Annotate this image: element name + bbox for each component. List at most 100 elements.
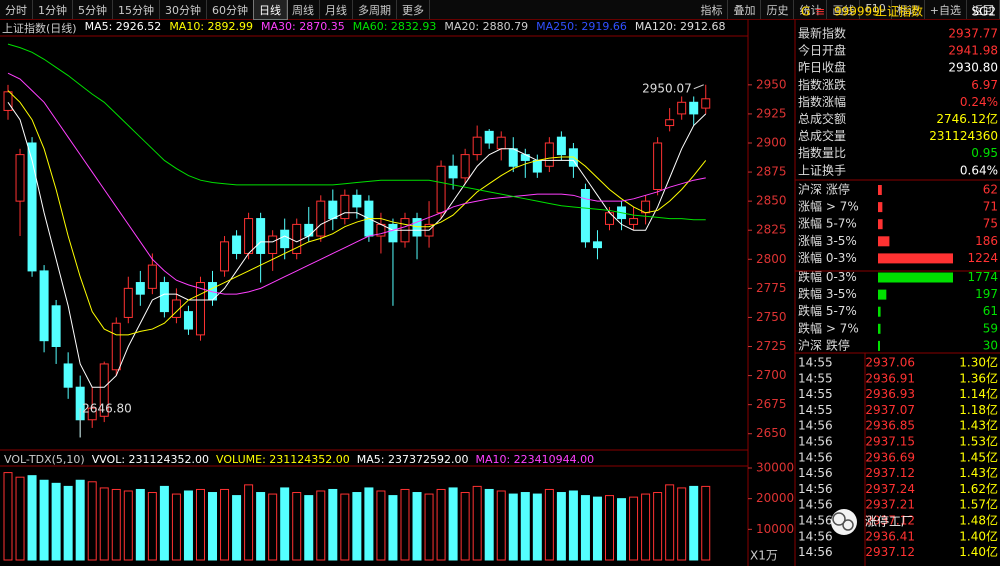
watermark-icon	[842, 519, 854, 531]
price-legend: 上证指数(日线) MA5: 2926.52 MA10: 2892.99 MA30: 2…	[2, 20, 726, 35]
volume-bar	[496, 490, 506, 561]
volume-bar	[641, 493, 651, 561]
tick-time: 14:55	[798, 403, 833, 417]
tick-volume: 1.62亿	[959, 481, 998, 496]
breadth-value: 197	[975, 287, 998, 301]
quote-value: 0.95	[971, 146, 998, 160]
volume-bar	[460, 492, 470, 561]
candle-body	[316, 200, 326, 237]
ma-legend: MA10: 2892.99	[169, 20, 254, 33]
breadth-value: 75	[983, 217, 998, 231]
toolbar-tab[interactable]: 日线	[253, 0, 288, 20]
annotation-leader	[693, 84, 704, 90]
toolbar-tab[interactable]: 叠加	[728, 0, 762, 19]
breadth-bar	[878, 185, 882, 195]
volume-bar	[195, 488, 205, 561]
tick-volume: 1.53亿	[959, 434, 998, 449]
volume-bar	[15, 476, 25, 561]
volume-bar	[580, 495, 590, 561]
toolbar-tab[interactable]: 分时	[0, 0, 33, 19]
volume-bar	[328, 488, 338, 561]
breadth-value: 1774	[967, 270, 998, 284]
volume-bar	[448, 487, 458, 561]
volume-bar	[532, 493, 542, 561]
volume-bar	[568, 490, 578, 561]
tick-price: 2936.93	[865, 387, 915, 401]
ma-legend: MA250: 2919.66	[536, 20, 627, 33]
toolbar: 分时 1分钟 5分钟 15分钟 30分钟 60分钟 日线 周线 月线 多周期 更多 指标 叠加 历史 统计画…	[0, 0, 1000, 20]
volume-bar	[701, 485, 711, 561]
volume-bar	[484, 488, 494, 561]
vol-legend: VOLUME: 231124352.00	[216, 453, 350, 466]
panel-header: ≡	[815, 5, 825, 19]
quote-label: 今日开盘	[798, 43, 846, 58]
watermark-icon	[832, 512, 846, 526]
y-tick-label: 2900	[756, 135, 787, 149]
candle-body	[111, 322, 121, 371]
breadth-bar	[878, 202, 883, 213]
candle-body	[460, 154, 470, 179]
quote-label: 指数涨幅	[798, 94, 846, 109]
volume-bar	[232, 495, 242, 561]
toolbar-tab[interactable]: +自选	[925, 0, 967, 19]
candle-body	[629, 218, 639, 225]
tick-time: 14:55	[798, 356, 833, 370]
toolbar-tab[interactable]: 历史	[761, 0, 795, 19]
toolbar-tab[interactable]: 画线	[827, 0, 861, 19]
toolbar-tab[interactable]: 月线	[320, 0, 353, 19]
candle-body	[268, 235, 278, 254]
tick-volume: 1.57亿	[959, 497, 998, 512]
toolbar-tab[interactable]: 周线	[287, 0, 320, 19]
candle-body	[244, 218, 254, 254]
candle-body	[484, 130, 494, 144]
candle-body	[256, 218, 266, 254]
y-tick-label: 2800	[756, 252, 787, 266]
ma-legend: MA5: 2926.52	[84, 20, 162, 33]
breadth-bar	[878, 340, 880, 351]
ma-line	[7, 90, 707, 336]
tick-price: 2936.41	[865, 529, 915, 543]
breadth-bar	[878, 253, 953, 264]
breadth-bar	[878, 289, 887, 300]
volume-bar	[39, 479, 49, 561]
volume-bar	[316, 490, 326, 561]
panel-header: 999999	[834, 5, 880, 19]
quote-label: 昨日收盘	[798, 60, 846, 75]
toolbar-tab[interactable]: 标记	[892, 0, 925, 19]
toolbar-tab[interactable]: F10	[860, 0, 892, 19]
ma-line	[7, 102, 707, 388]
toolbar-tab[interactable]: 60分钟	[207, 0, 254, 19]
quote-value: 0.24%	[960, 95, 998, 109]
toolbar-tab[interactable]: 多周期	[353, 0, 397, 19]
watermark: 涨停工厂	[831, 509, 913, 535]
volume-bar	[27, 475, 37, 561]
breadth-bar	[878, 219, 883, 230]
toolbar-tab[interactable]: 统计	[794, 0, 828, 19]
toolbar-tab[interactable]: 指标	[695, 0, 729, 19]
quote-label: 最新指数	[798, 26, 846, 41]
quote-value: 231124360	[929, 129, 998, 143]
candle-body	[448, 165, 458, 179]
candle-body	[580, 189, 590, 243]
volume-bar	[508, 493, 518, 561]
tick-volume: 1.43亿	[959, 465, 998, 480]
breadth-label: 沪深 跌停	[798, 337, 850, 352]
toolbar-tab[interactable]: 更多	[397, 0, 430, 19]
candle-body	[544, 142, 554, 167]
y-tick-label: 2950	[756, 77, 787, 91]
quote-value: 2941.98	[948, 44, 998, 58]
toolbar-tab[interactable]: 15分钟	[113, 0, 160, 19]
y-tick-label: 2875	[756, 165, 787, 179]
toolbar-tab[interactable]: 1分钟	[33, 0, 73, 19]
toolbar-tab[interactable]: 5分钟	[73, 0, 113, 19]
candle-body	[592, 241, 602, 249]
volume-legend: VOL-TDX(5,10) VVOL: 231124352.00 VOLUME: 2…	[4, 453, 594, 467]
tick-volume: 1.18亿	[959, 402, 998, 417]
volume-bar	[51, 482, 61, 561]
tick-time: 14:56	[798, 466, 833, 480]
tick-time: 14:56	[798, 450, 833, 464]
volume-bar	[135, 488, 145, 561]
toolbar-tab[interactable]: 30分钟	[160, 0, 207, 19]
